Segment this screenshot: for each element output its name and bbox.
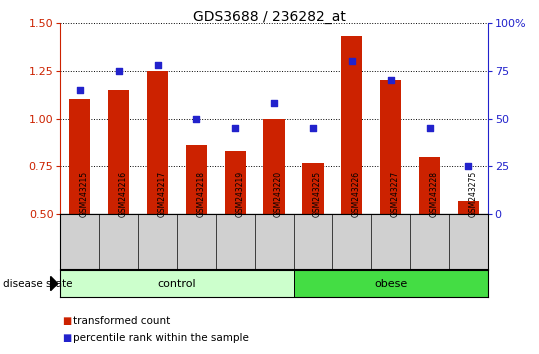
Text: percentile rank within the sample: percentile rank within the sample: [73, 333, 248, 343]
Text: GSM243228: GSM243228: [430, 171, 439, 217]
Text: GSM243219: GSM243219: [235, 171, 244, 217]
Text: GSM243220: GSM243220: [274, 171, 283, 217]
Text: disease state: disease state: [3, 279, 72, 289]
Text: ■: ■: [62, 316, 71, 326]
Bar: [60, 270, 294, 297]
Point: [464, 164, 473, 169]
Point: [192, 116, 201, 121]
Point: [425, 125, 434, 131]
Point: [348, 58, 356, 64]
Text: GSM243275: GSM243275: [468, 171, 478, 217]
Text: GSM243217: GSM243217: [157, 171, 167, 217]
Bar: [69, 99, 91, 214]
Text: obese: obese: [374, 279, 407, 289]
Bar: [458, 201, 479, 214]
Text: GSM243227: GSM243227: [391, 171, 399, 217]
Point: [153, 62, 162, 68]
Bar: [341, 36, 363, 214]
Point: [114, 68, 123, 74]
Bar: [302, 162, 323, 214]
Text: GSM243215: GSM243215: [80, 171, 89, 217]
Point: [270, 101, 279, 106]
Text: GSM243226: GSM243226: [352, 171, 361, 217]
Bar: [225, 151, 246, 214]
Bar: [380, 80, 402, 214]
Point: [386, 78, 395, 83]
Text: GSM243218: GSM243218: [196, 171, 205, 217]
Bar: [264, 119, 285, 214]
Bar: [294, 270, 488, 297]
Text: GSM243216: GSM243216: [119, 171, 128, 217]
Text: GDS3688 / 236282_at: GDS3688 / 236282_at: [193, 10, 346, 24]
Bar: [185, 145, 207, 214]
Polygon shape: [51, 276, 58, 291]
Text: ■: ■: [62, 333, 71, 343]
Point: [75, 87, 84, 93]
Point: [309, 125, 317, 131]
Text: transformed count: transformed count: [73, 316, 170, 326]
Bar: [419, 157, 440, 214]
Bar: [108, 90, 129, 214]
Text: GSM243225: GSM243225: [313, 171, 322, 217]
Text: control: control: [157, 279, 196, 289]
Point: [231, 125, 239, 131]
Bar: [147, 71, 168, 214]
